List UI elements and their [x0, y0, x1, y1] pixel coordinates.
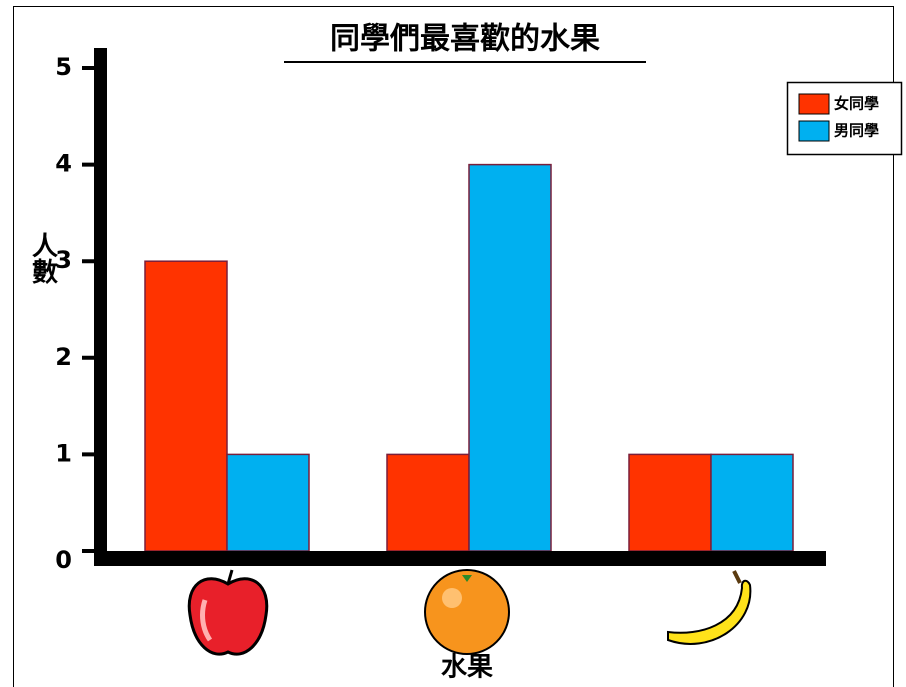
- bar: [226, 453, 310, 552]
- y-axis-label: 人數: [28, 232, 58, 285]
- bar: [628, 453, 712, 552]
- y-axis: [94, 48, 107, 566]
- bar: [468, 163, 552, 552]
- legend-swatch: [798, 120, 830, 142]
- legend-label: 男同學: [834, 122, 879, 140]
- bar: [386, 453, 470, 552]
- y-tick-label: 4: [55, 150, 72, 178]
- x-axis-label: 水果: [441, 653, 493, 683]
- bar: [710, 453, 794, 552]
- banana-icon: [667, 570, 752, 645]
- y-tick-label: 0: [55, 546, 72, 574]
- frame: [13, 6, 894, 687]
- y-tick-label: 2: [55, 343, 72, 371]
- bar: [144, 260, 228, 552]
- orange-icon: [424, 569, 510, 655]
- apple-icon: [187, 569, 269, 656]
- y-tick-label: 3: [55, 246, 72, 274]
- legend-swatch: [798, 93, 830, 115]
- x-axis: [94, 551, 826, 566]
- y-tick-label: 5: [55, 53, 72, 81]
- legend-label: 女同學: [834, 95, 879, 113]
- y-tick-label: 1: [55, 439, 72, 467]
- legend: [786, 81, 903, 156]
- chart-title: 同學們最喜歡的水果: [330, 22, 600, 57]
